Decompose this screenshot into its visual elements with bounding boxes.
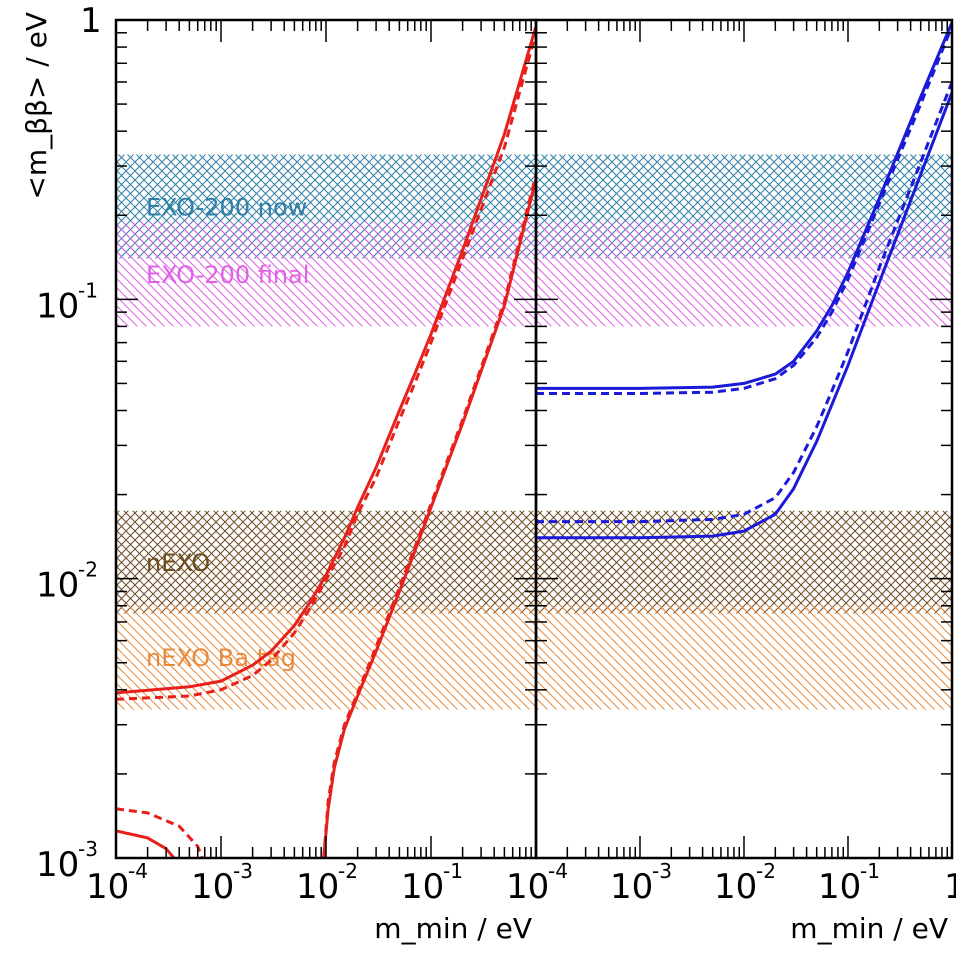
y-tick-label: 10 xyxy=(36,566,79,606)
panel-frame xyxy=(534,18,954,860)
series-line xyxy=(536,91,952,540)
series-line xyxy=(322,174,536,858)
series-line xyxy=(536,81,952,524)
series-group xyxy=(116,25,536,858)
right-panel xyxy=(535,19,953,859)
y-tick-exponent: -1 xyxy=(78,278,98,302)
x-tick-exponent: -4 xyxy=(548,859,568,883)
x-tick-label: 10 xyxy=(506,867,549,907)
x-tick-label: 10 xyxy=(86,867,129,907)
band-group xyxy=(116,154,536,710)
left-panel: EXO-200 now EXO-200 final nEXO nEXO Ba tag xyxy=(115,19,537,859)
x-tick-label: 10 xyxy=(296,867,339,907)
y-axis-title: <m_ββ> / eV xyxy=(20,12,53,200)
series-group xyxy=(536,21,952,540)
x-tick-exponent: -2 xyxy=(756,859,776,883)
x-tick-exponent: -4 xyxy=(128,859,148,883)
y-tick-label: 10 xyxy=(36,845,79,885)
band-label: nEXO xyxy=(146,549,210,577)
series-line xyxy=(536,21,952,390)
y-tick-label: 10 xyxy=(36,286,79,326)
x-tick-exponent: -3 xyxy=(233,859,253,883)
panel-frames xyxy=(114,18,954,860)
band-label: EXO-200 final xyxy=(146,261,309,289)
x-tick-label: 10 xyxy=(191,867,234,907)
panel-frame xyxy=(114,18,538,860)
x-tick-label: 10 xyxy=(401,867,444,907)
band-label: nEXO Ba tag xyxy=(146,644,296,672)
hatched-band xyxy=(116,510,536,614)
series-line xyxy=(116,32,536,701)
band-label: EXO-200 now xyxy=(146,194,307,222)
x-axis-title: m_min / eV xyxy=(790,912,948,945)
x-tick-exponent: -2 xyxy=(338,859,358,883)
band-group xyxy=(536,154,952,710)
tick-marks xyxy=(115,19,537,859)
y-tick-exponent: -3 xyxy=(78,837,98,861)
x-tick-exponent: -1 xyxy=(443,859,463,883)
y-tick-label: 1 xyxy=(80,1,102,41)
hatched-band xyxy=(536,604,952,710)
x-tick-label: 1 xyxy=(944,867,956,907)
hatched-band xyxy=(116,604,536,710)
x-tick-label: 10 xyxy=(714,867,757,907)
hatched-band xyxy=(536,221,952,327)
x-tick-exponent: -1 xyxy=(860,859,880,883)
series-line xyxy=(116,25,536,695)
y-tick-exponent: -2 xyxy=(78,558,98,582)
x-tick-exponent: -3 xyxy=(652,859,672,883)
series-line xyxy=(116,807,204,858)
x-tick-label: 10 xyxy=(818,867,861,907)
x-axis-title: m_min / eV xyxy=(374,912,532,945)
x-tick-label: 10 xyxy=(610,867,653,907)
tick-marks xyxy=(535,19,953,859)
hatched-band xyxy=(536,510,952,614)
